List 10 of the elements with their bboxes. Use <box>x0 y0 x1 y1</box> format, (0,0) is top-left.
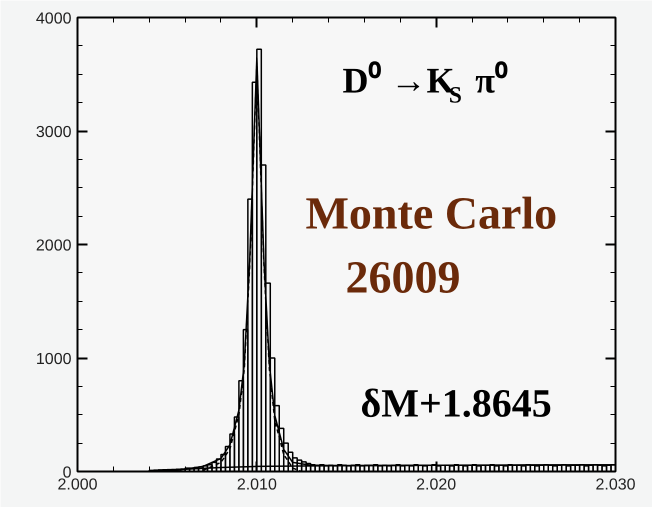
y-tick-label: 4000 <box>36 10 72 28</box>
y-tick-label: 1000 <box>36 351 72 368</box>
annotation: 26009 <box>346 252 460 302</box>
y-tick-label: 2000 <box>36 238 72 254</box>
x-tick-label: 2.020 <box>416 476 456 494</box>
x-tick-label: 2.030 <box>595 476 636 494</box>
annotation: δM+1.8645 <box>360 380 552 426</box>
y-tick-label: 3000 <box>36 124 72 141</box>
annotation: Monte Carlo <box>306 188 558 238</box>
x-tick-label: 2.010 <box>236 476 277 494</box>
